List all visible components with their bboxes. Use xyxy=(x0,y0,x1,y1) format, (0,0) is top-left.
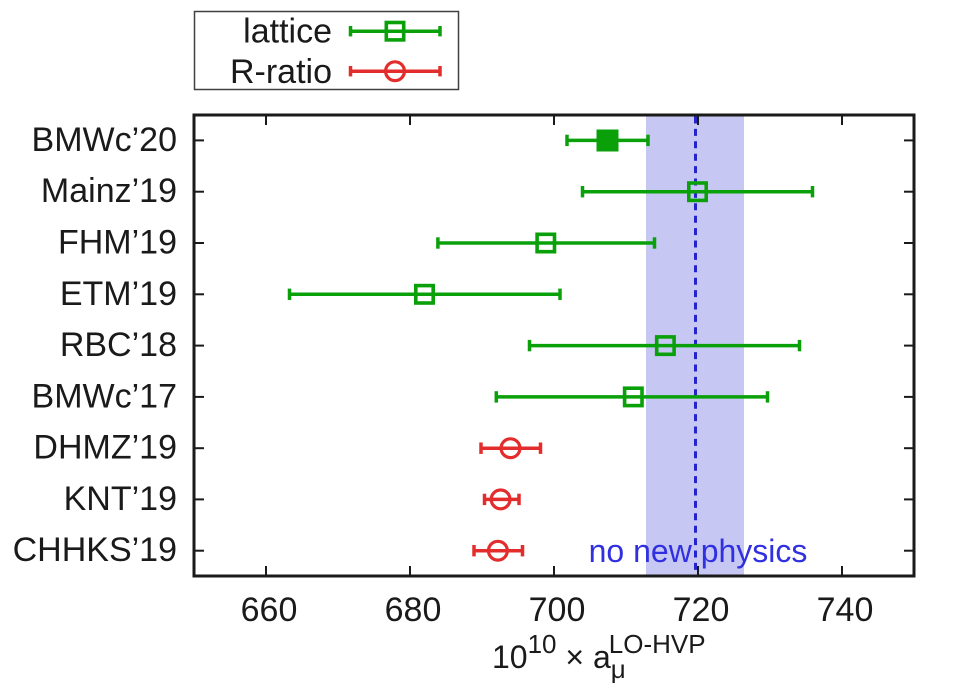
svg-text:680: 680 xyxy=(385,591,442,629)
svg-text:RBC’18: RBC’18 xyxy=(60,326,177,364)
svg-text:lattice: lattice xyxy=(243,13,332,51)
svg-text:BMWc’17: BMWc’17 xyxy=(32,377,177,415)
svg-text:660: 660 xyxy=(241,591,298,629)
svg-text:700: 700 xyxy=(529,591,586,629)
svg-text:R-ratio: R-ratio xyxy=(230,53,332,91)
svg-text:DHMZ’19: DHMZ’19 xyxy=(33,429,177,467)
svg-text:BMWc’20: BMWc’20 xyxy=(32,121,177,159)
svg-text:720: 720 xyxy=(673,591,730,629)
svg-text:ETM’19: ETM’19 xyxy=(60,275,177,313)
svg-text:740: 740 xyxy=(817,591,874,629)
svg-text:CHHKS’19: CHHKS’19 xyxy=(13,531,177,569)
svg-text:KNT’19: KNT’19 xyxy=(64,480,177,518)
svg-text:no new physics: no new physics xyxy=(589,533,808,569)
svg-text:Mainz’19: Mainz’19 xyxy=(41,172,177,210)
svg-text:FHM’19: FHM’19 xyxy=(58,224,177,262)
